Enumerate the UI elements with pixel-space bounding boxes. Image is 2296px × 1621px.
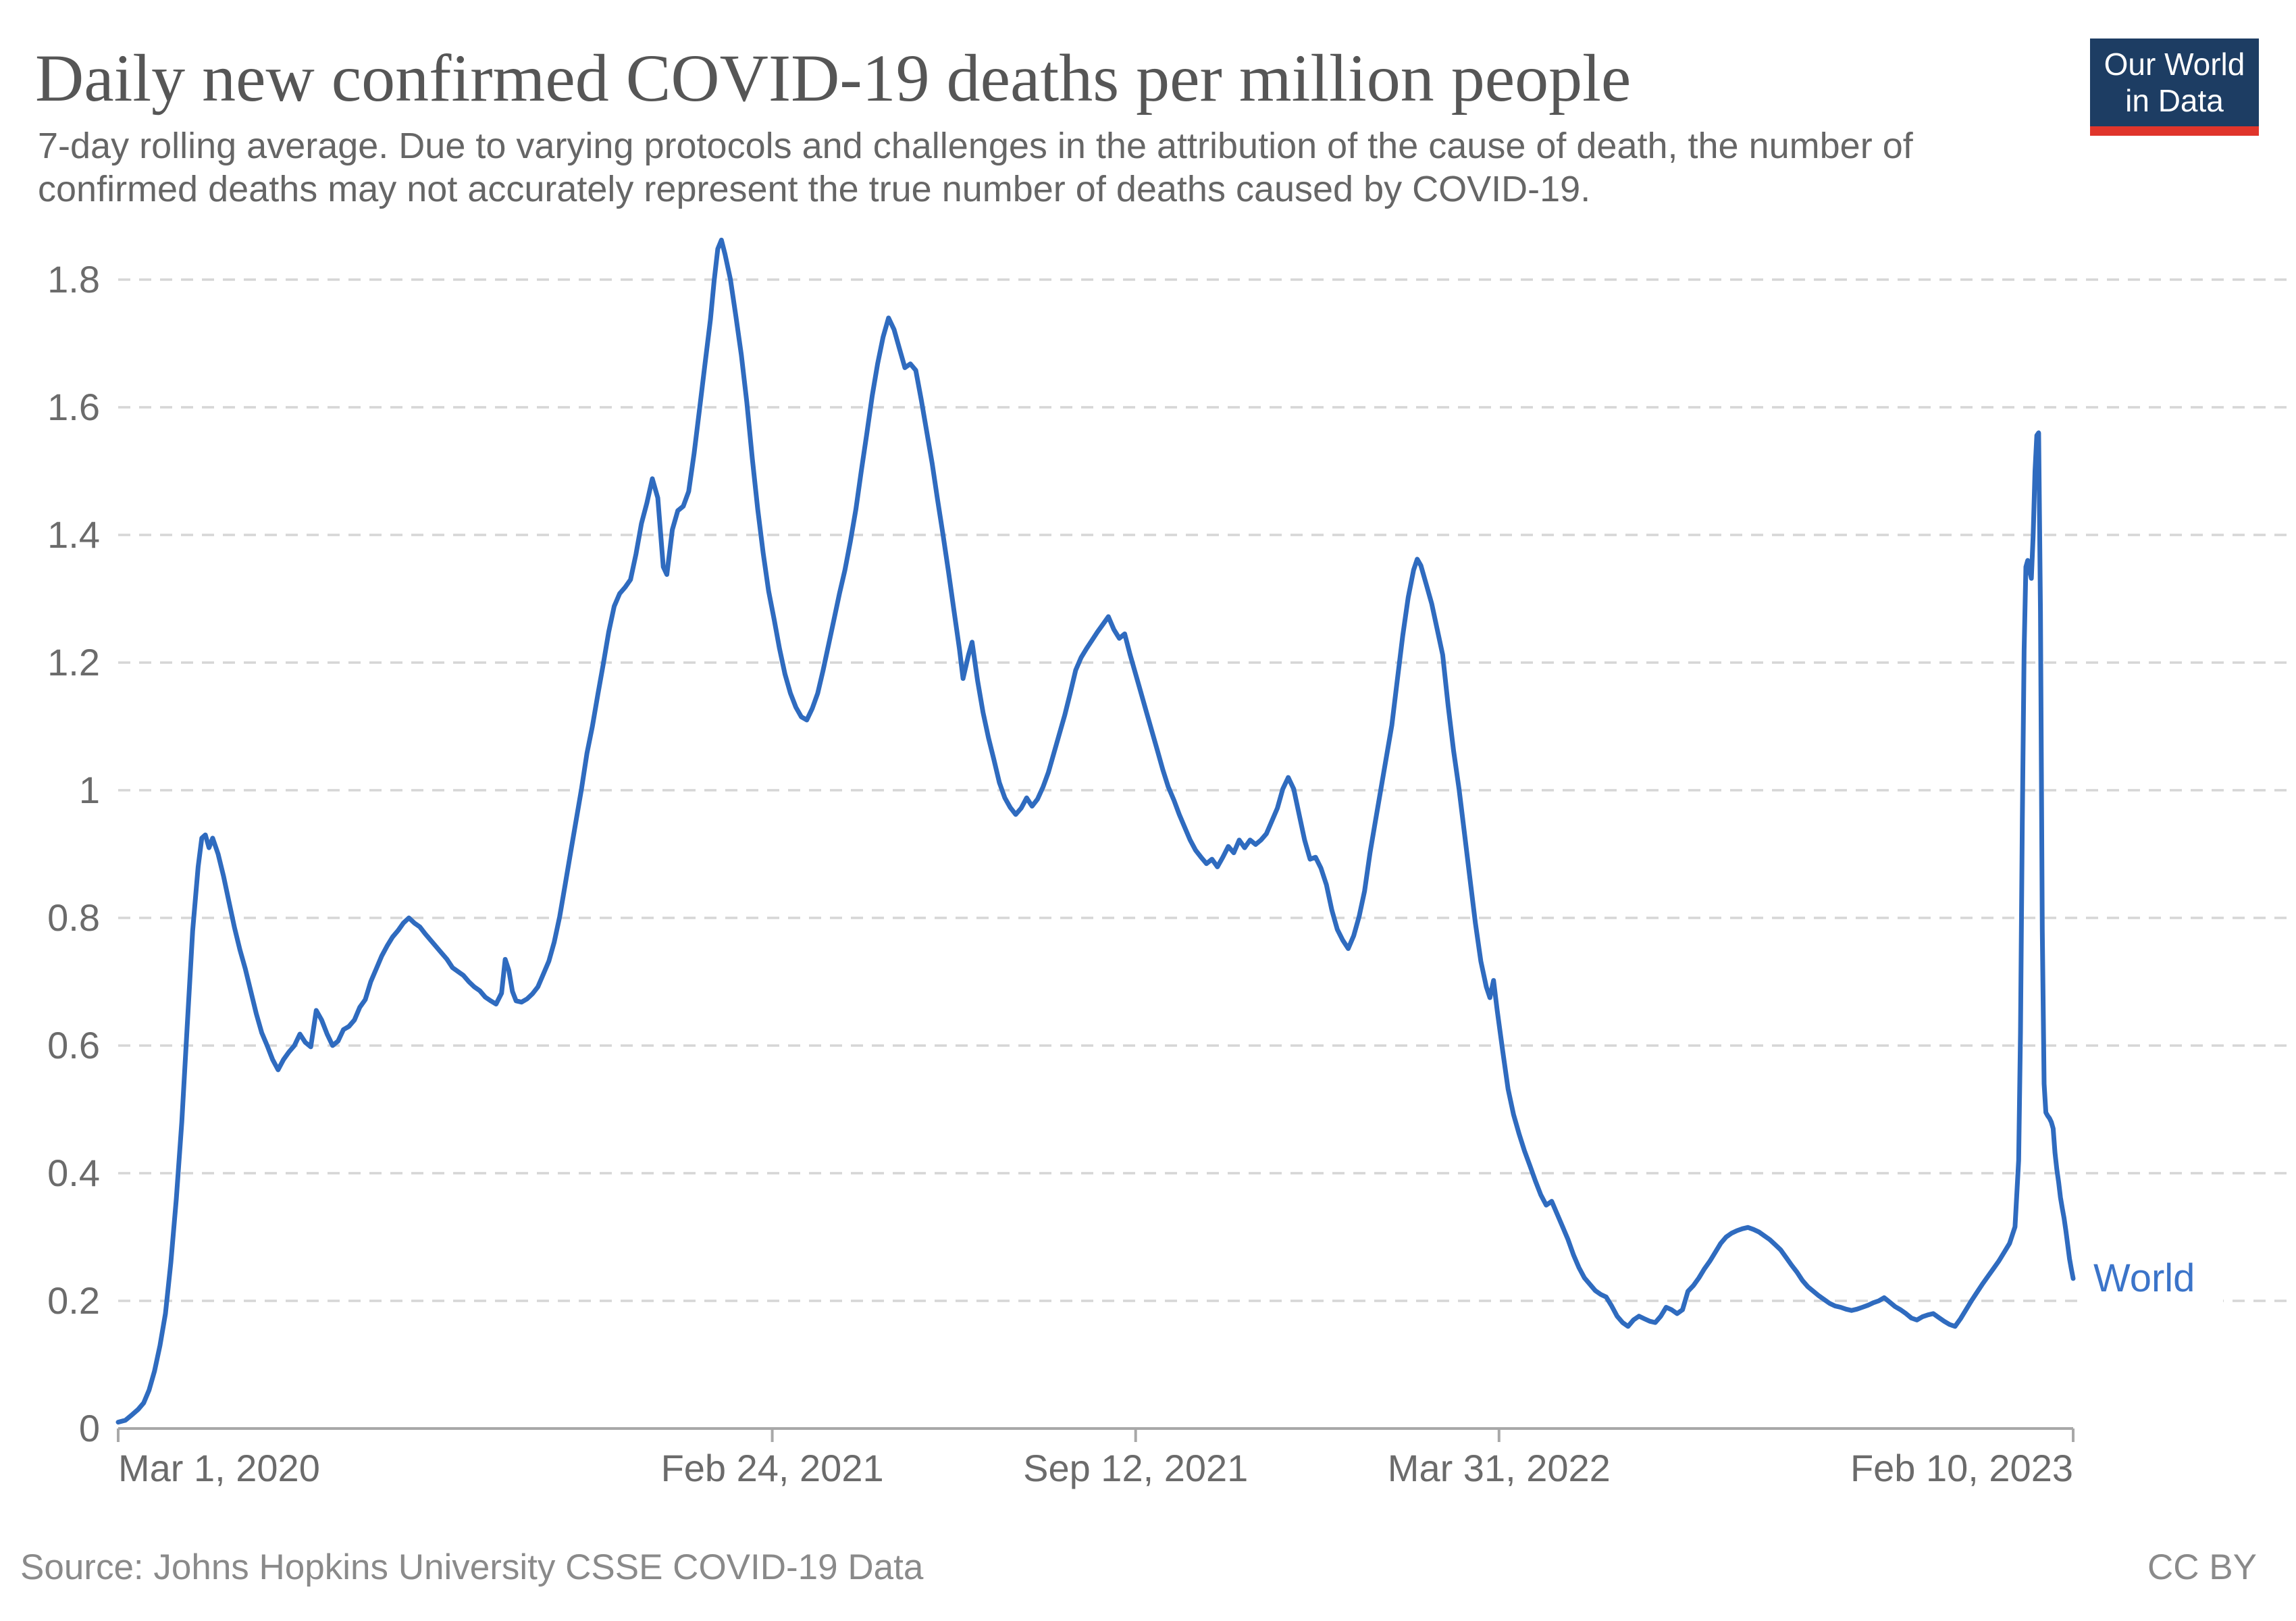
source-attribution: Source: Johns Hopkins University CSSE CO… <box>20 1547 924 1587</box>
y-tick-label: 0.4 <box>47 1152 100 1194</box>
y-tick-label: 0.2 <box>47 1279 100 1322</box>
y-tick-label: 1 <box>79 769 100 811</box>
logo-red-bar <box>2090 126 2259 136</box>
series-label-backing <box>2083 1248 2223 1304</box>
owid-logo-line2: in Data <box>2125 83 2224 118</box>
x-tick-label: Feb 24, 2021 <box>661 1447 884 1489</box>
license-label: CC BY <box>2147 1547 2257 1587</box>
y-tick-label: 0 <box>79 1407 100 1449</box>
chart-subtitle-line1: 7-day rolling average. Due to varying pr… <box>38 126 1913 166</box>
y-tick-label: 1.4 <box>47 513 100 556</box>
page-title: Daily new confirmed COVID-19 deaths per … <box>35 41 1632 115</box>
chart-subtitle: 7-day rolling average. Due to varying pr… <box>38 124 1913 211</box>
chart-subtitle-line2: confirmed deaths may not accurately repr… <box>38 169 1591 209</box>
x-tick-label: Sep 12, 2021 <box>1023 1447 1248 1489</box>
x-tick-label: Mar 31, 2022 <box>1388 1447 1611 1489</box>
owid-logo-box: Our World in Data <box>2090 38 2259 126</box>
series-end-label: World <box>2093 1256 2195 1300</box>
x-tick-label: Mar 1, 2020 <box>118 1447 320 1489</box>
owid-logo-line1: Our World <box>2104 47 2245 82</box>
world-series-line <box>115 237 2076 1425</box>
y-tick-label: 1.6 <box>47 386 100 428</box>
y-tick-label: 0.6 <box>47 1024 100 1066</box>
y-tick-label: 0.8 <box>47 896 100 939</box>
owid-logo[interactable]: Our World in Data <box>2090 38 2259 136</box>
x-tick-label: Feb 10, 2023 <box>1850 1447 2073 1489</box>
y-tick-label: 1.2 <box>47 641 100 684</box>
y-tick-label: 1.8 <box>47 258 100 301</box>
